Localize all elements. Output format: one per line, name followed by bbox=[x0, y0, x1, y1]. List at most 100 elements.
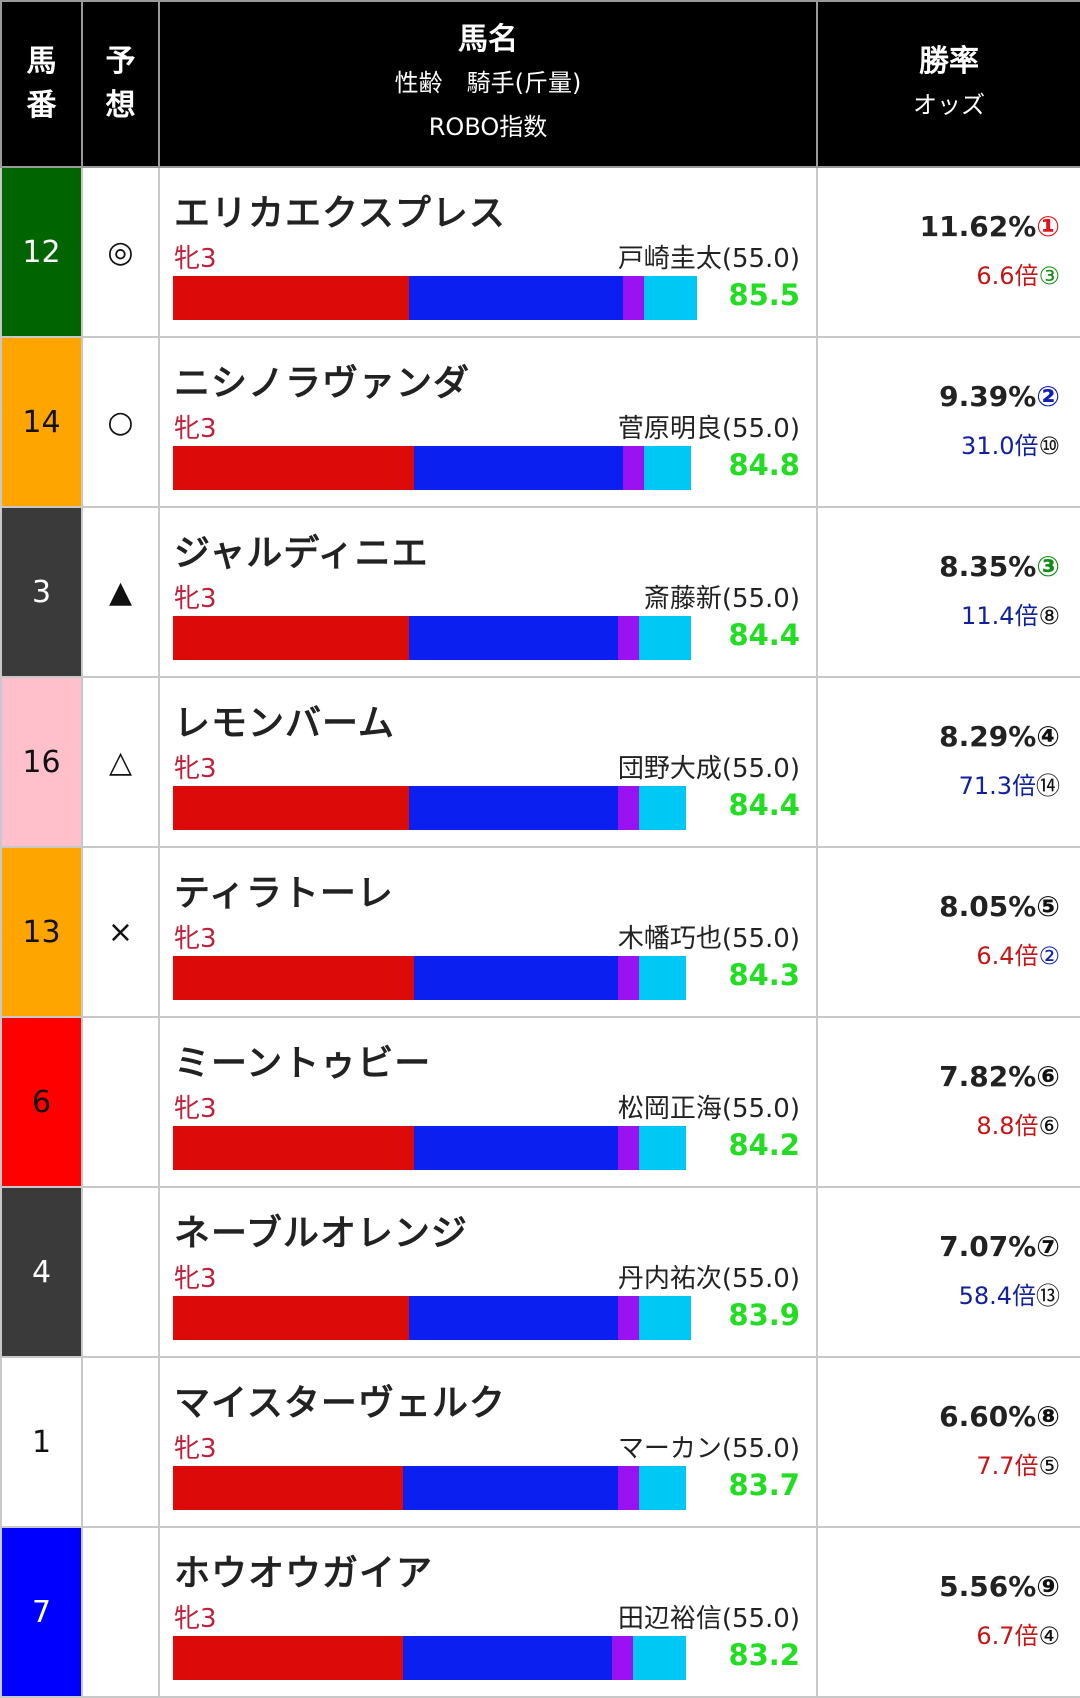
robo-index-segment bbox=[173, 786, 409, 830]
robo-index-segment bbox=[639, 786, 686, 830]
table-row[interactable]: 6 ミーントゥビー 牝3 松岡正海(55.0) 84.2 7.82%⑥ 8.8倍⑥ bbox=[0, 1016, 1080, 1188]
win-rate-value: 11.62% bbox=[919, 210, 1037, 243]
horse-info-cell[interactable]: レモンバーム 牝3 団野大成(55.0) 84.4 bbox=[158, 676, 818, 848]
odds-rank-badge: ⑥ bbox=[1038, 1112, 1060, 1140]
robo-index-bar bbox=[173, 956, 686, 1000]
robo-index-segment bbox=[173, 446, 414, 490]
header-name-sub1: 性齢 騎手(斤量) bbox=[394, 69, 582, 97]
robo-index-segment bbox=[623, 446, 644, 490]
odds-value: 8.8倍 bbox=[976, 1112, 1039, 1140]
odds: 11.4倍⑧ bbox=[961, 596, 1060, 631]
odds-rank-badge: ⑧ bbox=[1038, 602, 1060, 630]
horse-number-cell: 12 bbox=[0, 166, 83, 338]
horse-number: 16 bbox=[22, 744, 61, 780]
table-row[interactable]: 7 ホウオウガイア 牝3 田辺裕信(55.0) 83.2 5.56%⑨ 6.7倍④ bbox=[0, 1526, 1080, 1698]
odds-value: 6.7倍 bbox=[976, 1622, 1039, 1650]
odds: 8.8倍⑥ bbox=[976, 1106, 1060, 1141]
robo-index-bar bbox=[173, 446, 691, 490]
table-row[interactable]: 14 ○ ニシノラヴァンダ 牝3 菅原明良(55.0) 84.8 9.39%② 31.0倍⑩ bbox=[0, 336, 1080, 508]
win-rate-rank-badge: ③ bbox=[1036, 550, 1060, 583]
horse-info-cell[interactable]: ミーントゥビー 牝3 松岡正海(55.0) 84.2 bbox=[158, 1016, 818, 1188]
header-prediction[interactable]: 予 想 bbox=[81, 0, 160, 168]
horse-info-cell[interactable]: エリカエクスプレス 牝3 戸崎圭太(55.0) 85.5 bbox=[158, 166, 818, 338]
robo-index-score: 83.2 bbox=[728, 1638, 800, 1672]
robo-index-segment bbox=[173, 956, 414, 1000]
win-rate-value: 9.39% bbox=[939, 380, 1037, 413]
table-row[interactable]: 3 ▲ ジャルディニエ 牝3 斎藤新(55.0) 84.4 8.35%③ 11.4倍⑧ bbox=[0, 506, 1080, 678]
win-rate: 7.07%⑦ bbox=[939, 1230, 1060, 1263]
robo-index-segment bbox=[414, 446, 623, 490]
win-rate: 5.56%⑨ bbox=[939, 1570, 1060, 1603]
horse-name[interactable]: レモンバーム bbox=[174, 703, 395, 744]
odds-rank-badge: ④ bbox=[1038, 1622, 1060, 1650]
odds-value: 6.4倍 bbox=[976, 942, 1039, 970]
table-row[interactable]: 16 △ レモンバーム 牝3 団野大成(55.0) 84.4 8.29%④ 71.3倍⑭ bbox=[0, 676, 1080, 848]
jockey-weight: 木幡巧也(55.0) bbox=[617, 924, 800, 954]
odds-value: 71.3倍 bbox=[958, 772, 1036, 800]
win-rate-value: 7.07% bbox=[939, 1230, 1037, 1263]
header-horse-name[interactable]: 馬名 性齢 騎手(斤量) ROBO指数 bbox=[158, 0, 818, 168]
horse-info-cell[interactable]: ネーブルオレンジ 牝3 丹内祐次(55.0) 83.9 bbox=[158, 1186, 818, 1358]
robo-index-segment bbox=[409, 1296, 618, 1340]
horse-info-cell[interactable]: ティラトーレ 牝3 木幡巧也(55.0) 84.3 bbox=[158, 846, 818, 1018]
robo-index-segment bbox=[639, 1296, 691, 1340]
horse-name[interactable]: ミーントゥビー bbox=[174, 1043, 432, 1084]
win-rate-value: 8.35% bbox=[939, 550, 1037, 583]
prediction-mark-cell: △ bbox=[81, 676, 160, 848]
header-row: 馬 番 予 想 馬名 性齢 騎手(斤量) ROBO指数 勝率 オッズ bbox=[0, 0, 1080, 168]
sex-age: 牝3 bbox=[174, 244, 217, 274]
horse-info-cell[interactable]: ホウオウガイア 牝3 田辺裕信(55.0) 83.2 bbox=[158, 1526, 818, 1698]
robo-index-bar bbox=[173, 1126, 686, 1170]
sex-age: 牝3 bbox=[174, 1604, 217, 1634]
horse-number-cell: 3 bbox=[0, 506, 83, 678]
table-row[interactable]: 1 マイスターヴェルク 牝3 マーカン(55.0) 83.7 6.60%⑧ 7.7倍⑤ bbox=[0, 1356, 1080, 1528]
horse-name[interactable]: ホウオウガイア bbox=[174, 1553, 434, 1594]
odds-value: 31.0倍 bbox=[961, 432, 1039, 460]
win-rate-rank-badge: ⑤ bbox=[1036, 890, 1060, 923]
header-win-rate[interactable]: 勝率 オッズ bbox=[816, 0, 1080, 168]
header-num-char-2: 番 bbox=[26, 88, 57, 123]
robo-index-score: 83.9 bbox=[728, 1298, 800, 1332]
robo-index-score: 84.4 bbox=[728, 618, 800, 652]
table-row[interactable]: 4 ネーブルオレンジ 牝3 丹内祐次(55.0) 83.9 7.07%⑦ 58.4倍⑬ bbox=[0, 1186, 1080, 1358]
robo-index-segment bbox=[618, 1296, 639, 1340]
table-row[interactable]: 13 × ティラトーレ 牝3 木幡巧也(55.0) 84.3 8.05%⑤ 6.4倍② bbox=[0, 846, 1080, 1018]
robo-index-bar bbox=[173, 616, 691, 660]
prediction-mark-cell bbox=[81, 1186, 160, 1358]
horse-info-cell[interactable]: ニシノラヴァンダ 牝3 菅原明良(55.0) 84.8 bbox=[158, 336, 818, 508]
prediction-mark-cell: ○ bbox=[81, 336, 160, 508]
horse-name[interactable]: ジャルディニエ bbox=[174, 533, 429, 574]
win-rate: 8.05%⑤ bbox=[939, 890, 1060, 923]
win-rate-odds-cell: 8.29%④ 71.3倍⑭ bbox=[816, 676, 1080, 848]
horse-name[interactable]: マイスターヴェルク bbox=[174, 1383, 506, 1424]
horse-number-cell: 1 bbox=[0, 1356, 83, 1528]
header-horse-number[interactable]: 馬 番 bbox=[0, 0, 83, 168]
win-rate-rank-badge: ⑥ bbox=[1036, 1060, 1060, 1093]
robo-index-segment bbox=[409, 276, 623, 320]
horse-number: 12 bbox=[22, 234, 61, 270]
robo-index-segment bbox=[639, 1466, 686, 1510]
horse-name[interactable]: ニシノラヴァンダ bbox=[174, 363, 471, 404]
horse-name[interactable]: ティラトーレ bbox=[174, 873, 394, 914]
odds: 6.6倍③ bbox=[976, 256, 1060, 291]
win-rate-odds-cell: 6.60%⑧ 7.7倍⑤ bbox=[816, 1356, 1080, 1528]
sex-age: 牝3 bbox=[174, 414, 217, 444]
robo-index-score: 84.4 bbox=[728, 788, 800, 822]
prediction-mark-cell bbox=[81, 1526, 160, 1698]
horse-name[interactable]: エリカエクスプレス bbox=[174, 193, 506, 234]
odds: 6.7倍④ bbox=[976, 1616, 1060, 1651]
robo-index-segment bbox=[639, 1126, 686, 1170]
horse-number-cell: 4 bbox=[0, 1186, 83, 1358]
horse-info-cell[interactable]: マイスターヴェルク 牝3 マーカン(55.0) 83.7 bbox=[158, 1356, 818, 1528]
horse-info-cell[interactable]: ジャルディニエ 牝3 斎藤新(55.0) 84.4 bbox=[158, 506, 818, 678]
odds-rank-badge: ② bbox=[1038, 942, 1060, 970]
win-rate-rank-badge: ② bbox=[1036, 380, 1060, 413]
table-row[interactable]: 12 ◎ エリカエクスプレス 牝3 戸崎圭太(55.0) 85.5 11.62%① 6.6倍③ bbox=[0, 166, 1080, 338]
robo-index-segment bbox=[173, 1126, 414, 1170]
robo-index-segment bbox=[618, 786, 639, 830]
horse-name[interactable]: ネーブルオレンジ bbox=[174, 1213, 468, 1254]
robo-index-segment bbox=[618, 1466, 639, 1510]
horse-number: 14 bbox=[22, 404, 61, 440]
robo-index-segment bbox=[403, 1466, 618, 1510]
